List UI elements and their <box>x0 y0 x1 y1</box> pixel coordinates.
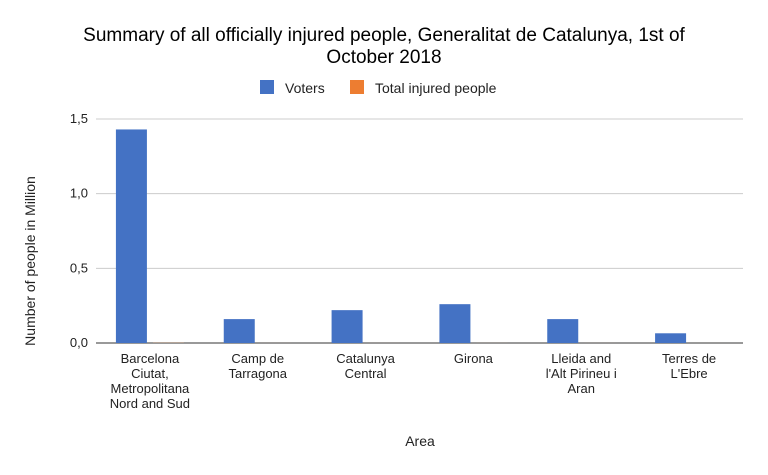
gridlines <box>96 118 743 344</box>
x-category-label: Girona <box>454 351 494 366</box>
y-axis-title: Number of people in Million <box>22 176 38 346</box>
bars <box>115 129 724 343</box>
x-category-label: Terres de L'Ebre <box>662 351 716 381</box>
chart-title-line-2: October 2018 <box>326 47 441 68</box>
bar-voters-1 <box>223 319 255 343</box>
x-category-label: Catalunya Central <box>336 351 395 381</box>
bar-voters-0 <box>115 129 147 343</box>
legend-label-voters: Voters <box>285 80 325 96</box>
y-tick-label: 0,0 <box>70 335 88 350</box>
y-axis-ticks: 0,0 0,5 1,0 1,5 <box>70 111 88 350</box>
x-axis-categories: Barcelona Ciutat, Metropolitana Nord and Su… <box>110 351 716 411</box>
bar-voters-5 <box>655 333 687 343</box>
x-category-label: Barcelona Ciutat, Metropolitana Nord and Su… <box>110 351 190 411</box>
x-category-label: Camp de Tarragona <box>228 351 287 381</box>
chart-title: Summary of all officially injured people… <box>83 25 685 68</box>
y-tick-label: 1,0 <box>70 186 88 201</box>
y-tick-label: 0,5 <box>70 260 88 275</box>
legend: Voters Total injured people <box>260 80 497 96</box>
legend-label-total-injured: Total injured people <box>375 80 497 96</box>
x-axis-title: Area <box>405 433 435 449</box>
bar-voters-3 <box>439 304 471 343</box>
y-tick-label: 1,5 <box>70 111 88 126</box>
chart-title-line-1: Summary of all officially injured people… <box>83 25 685 46</box>
legend-swatch-total-injured <box>350 80 364 94</box>
x-category-label: Lleida and l'Alt Pirineu i Aran <box>546 351 617 396</box>
legend-swatch-voters <box>260 80 274 94</box>
bar-voters-4 <box>547 319 579 343</box>
bar-voters-2 <box>331 310 363 343</box>
